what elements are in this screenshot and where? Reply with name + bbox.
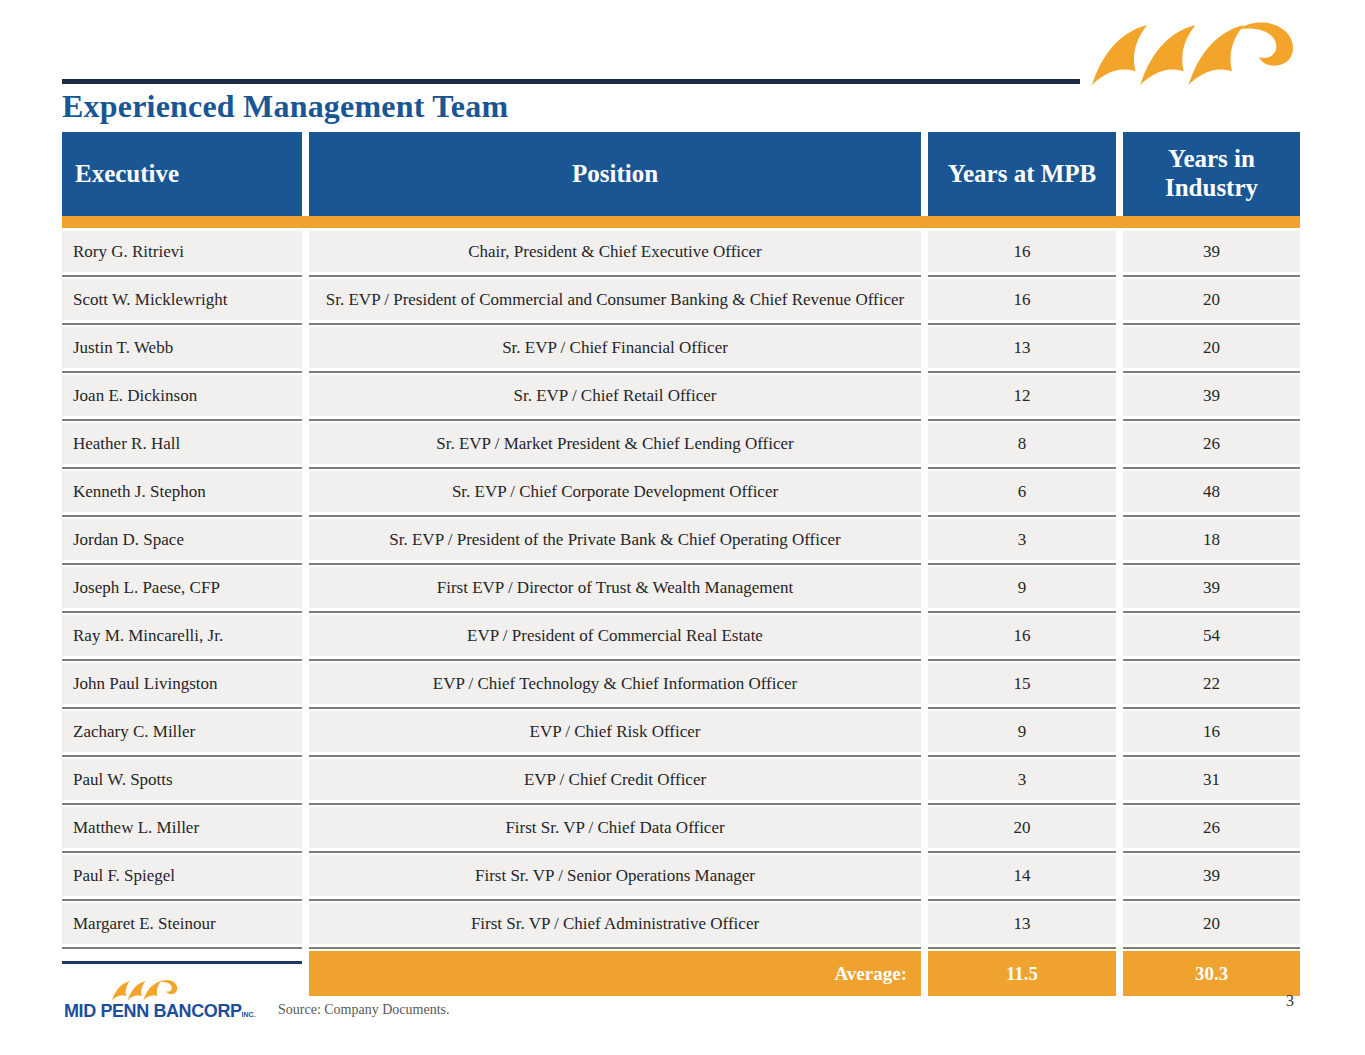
- cell-position: Sr. EVP / President of Commercial and Co…: [309, 279, 921, 320]
- table-row: Matthew L. Miller First Sr. VP / Chief D…: [62, 807, 1300, 848]
- footer-swoosh-icon: [112, 980, 184, 1002]
- table-row: Scott W. Micklewright Sr. EVP / Presiden…: [62, 279, 1300, 320]
- cell-executive: Ray M. Mincarelli, Jr.: [62, 615, 302, 656]
- cell-years-in-industry: 39: [1123, 567, 1300, 608]
- cell-years-at-mpb: 12: [928, 375, 1116, 416]
- cell-years-at-mpb: 6: [928, 471, 1116, 512]
- cell-position: EVP / Chief Technology & Chief Informati…: [309, 663, 921, 704]
- table-row: Zachary C. Miller EVP / Chief Risk Offic…: [62, 711, 1300, 752]
- cell-position: Sr. EVP / Chief Financial Officer: [309, 327, 921, 368]
- cell-years-at-mpb: 9: [928, 711, 1116, 752]
- table-body: Rory G. Ritrievi Chair, President & Chie…: [62, 231, 1300, 944]
- cell-position: First Sr. VP / Chief Administrative Offi…: [309, 903, 921, 944]
- cell-years-in-industry: 18: [1123, 519, 1300, 560]
- cell-years-at-mpb: 13: [928, 903, 1116, 944]
- header-years-at-mpb: Years at MPB: [928, 132, 1116, 216]
- header-position: Position: [309, 132, 921, 216]
- cell-executive: Margaret E. Steinour: [62, 903, 302, 944]
- cell-years-in-industry: 54: [1123, 615, 1300, 656]
- table-row: Justin T. Webb Sr. EVP / Chief Financial…: [62, 327, 1300, 368]
- cell-years-in-industry: 26: [1123, 807, 1300, 848]
- table-row: Jordan D. Space Sr. EVP / President of t…: [62, 519, 1300, 560]
- cell-years-in-industry: 16: [1123, 711, 1300, 752]
- cell-position: EVP / President of Commercial Real Estat…: [309, 615, 921, 656]
- cell-years-at-mpb: 14: [928, 855, 1116, 896]
- page-number: 3: [1286, 992, 1294, 1010]
- cell-executive: John Paul Livingston: [62, 663, 302, 704]
- table-header-row: Executive Position Years at MPB Years in…: [62, 132, 1300, 216]
- table-row: Paul W. Spotts EVP / Chief Credit Office…: [62, 759, 1300, 800]
- table-row: John Paul Livingston EVP / Chief Technol…: [62, 663, 1300, 704]
- header-accent-bar: [62, 216, 1300, 228]
- cell-position: First Sr. VP / Chief Data Officer: [309, 807, 921, 848]
- cell-years-in-industry: 20: [1123, 327, 1300, 368]
- cell-position: EVP / Chief Credit Officer: [309, 759, 921, 800]
- management-table: Executive Position Years at MPB Years in…: [62, 132, 1300, 996]
- cell-position: Sr. EVP / Chief Retail Officer: [309, 375, 921, 416]
- footer-logo: MID PENN BANCORPINC.: [64, 980, 264, 1020]
- cell-years-at-mpb: 9: [928, 567, 1116, 608]
- cell-position: Chair, President & Chief Executive Offic…: [309, 231, 921, 272]
- cell-position: Sr. EVP / Market President & Chief Lendi…: [309, 423, 921, 464]
- cell-years-at-mpb: 16: [928, 615, 1116, 656]
- cell-executive: Paul F. Spiegel: [62, 855, 302, 896]
- cell-years-in-industry: 20: [1123, 279, 1300, 320]
- cell-executive: Joan E. Dickinson: [62, 375, 302, 416]
- table-row: Margaret E. Steinour First Sr. VP / Chie…: [62, 903, 1300, 944]
- footer-logo-suffix: INC.: [242, 1011, 256, 1018]
- page-title: Experienced Management Team: [62, 88, 508, 125]
- table-row: Paul F. Spiegel First Sr. VP / Senior Op…: [62, 855, 1300, 896]
- cell-years-at-mpb: 15: [928, 663, 1116, 704]
- cell-position: Sr. EVP / Chief Corporate Development Of…: [309, 471, 921, 512]
- cell-position: EVP / Chief Risk Officer: [309, 711, 921, 752]
- cell-years-in-industry: 31: [1123, 759, 1300, 800]
- cell-executive: Zachary C. Miller: [62, 711, 302, 752]
- footer-logo-text: MID PENN BANCORPINC.: [64, 1002, 264, 1020]
- cell-years-in-industry: 22: [1123, 663, 1300, 704]
- cell-years-at-mpb: 3: [928, 519, 1116, 560]
- header-executive: Executive: [62, 132, 302, 216]
- cell-years-at-mpb: 16: [928, 279, 1116, 320]
- cell-executive: Kenneth J. Stephon: [62, 471, 302, 512]
- cell-years-in-industry: 39: [1123, 855, 1300, 896]
- average-label: Average:: [309, 951, 921, 996]
- cell-executive: Scott W. Micklewright: [62, 279, 302, 320]
- cell-years-at-mpb: 8: [928, 423, 1116, 464]
- cell-executive: Heather R. Hall: [62, 423, 302, 464]
- top-divider-rule: [62, 79, 1080, 84]
- cell-years-at-mpb: 3: [928, 759, 1116, 800]
- footer-navy-line: [62, 961, 302, 964]
- cell-executive: Joseph L. Paese, CFP: [62, 567, 302, 608]
- table-row: Ray M. Mincarelli, Jr. EVP / President o…: [62, 615, 1300, 656]
- cell-years-in-industry: 39: [1123, 375, 1300, 416]
- cell-executive: Justin T. Webb: [62, 327, 302, 368]
- cell-executive: Matthew L. Miller: [62, 807, 302, 848]
- cell-executive: Paul W. Spotts: [62, 759, 302, 800]
- table-row: Heather R. Hall Sr. EVP / Market Preside…: [62, 423, 1300, 464]
- header-years-in-industry: Years in Industry: [1123, 132, 1300, 216]
- cell-executive: Rory G. Ritrievi: [62, 231, 302, 272]
- cell-position: First EVP / Director of Trust & Wealth M…: [309, 567, 921, 608]
- average-years-at-mpb: 11.5: [928, 951, 1116, 996]
- cell-position: First Sr. VP / Senior Operations Manager: [309, 855, 921, 896]
- slide: Experienced Management Team Executive Po…: [0, 0, 1365, 1055]
- table-row: Joan E. Dickinson Sr. EVP / Chief Retail…: [62, 375, 1300, 416]
- table-row: Rory G. Ritrievi Chair, President & Chie…: [62, 231, 1300, 272]
- cell-years-in-industry: 26: [1123, 423, 1300, 464]
- cell-executive: Jordan D. Space: [62, 519, 302, 560]
- cell-years-in-industry: 48: [1123, 471, 1300, 512]
- cell-years-in-industry: 20: [1123, 903, 1300, 944]
- cell-years-at-mpb: 20: [928, 807, 1116, 848]
- average-years-in-industry: 30.3: [1123, 951, 1300, 996]
- mid-penn-swoosh-logo-icon: [1092, 22, 1314, 90]
- cell-years-in-industry: 39: [1123, 231, 1300, 272]
- cell-years-at-mpb: 13: [928, 327, 1116, 368]
- cell-years-at-mpb: 16: [928, 231, 1116, 272]
- table-row: Kenneth J. Stephon Sr. EVP / Chief Corpo…: [62, 471, 1300, 512]
- table-row: Joseph L. Paese, CFP First EVP / Directo…: [62, 567, 1300, 608]
- cell-position: Sr. EVP / President of the Private Bank …: [309, 519, 921, 560]
- source-note: Source: Company Documents.: [278, 1002, 449, 1018]
